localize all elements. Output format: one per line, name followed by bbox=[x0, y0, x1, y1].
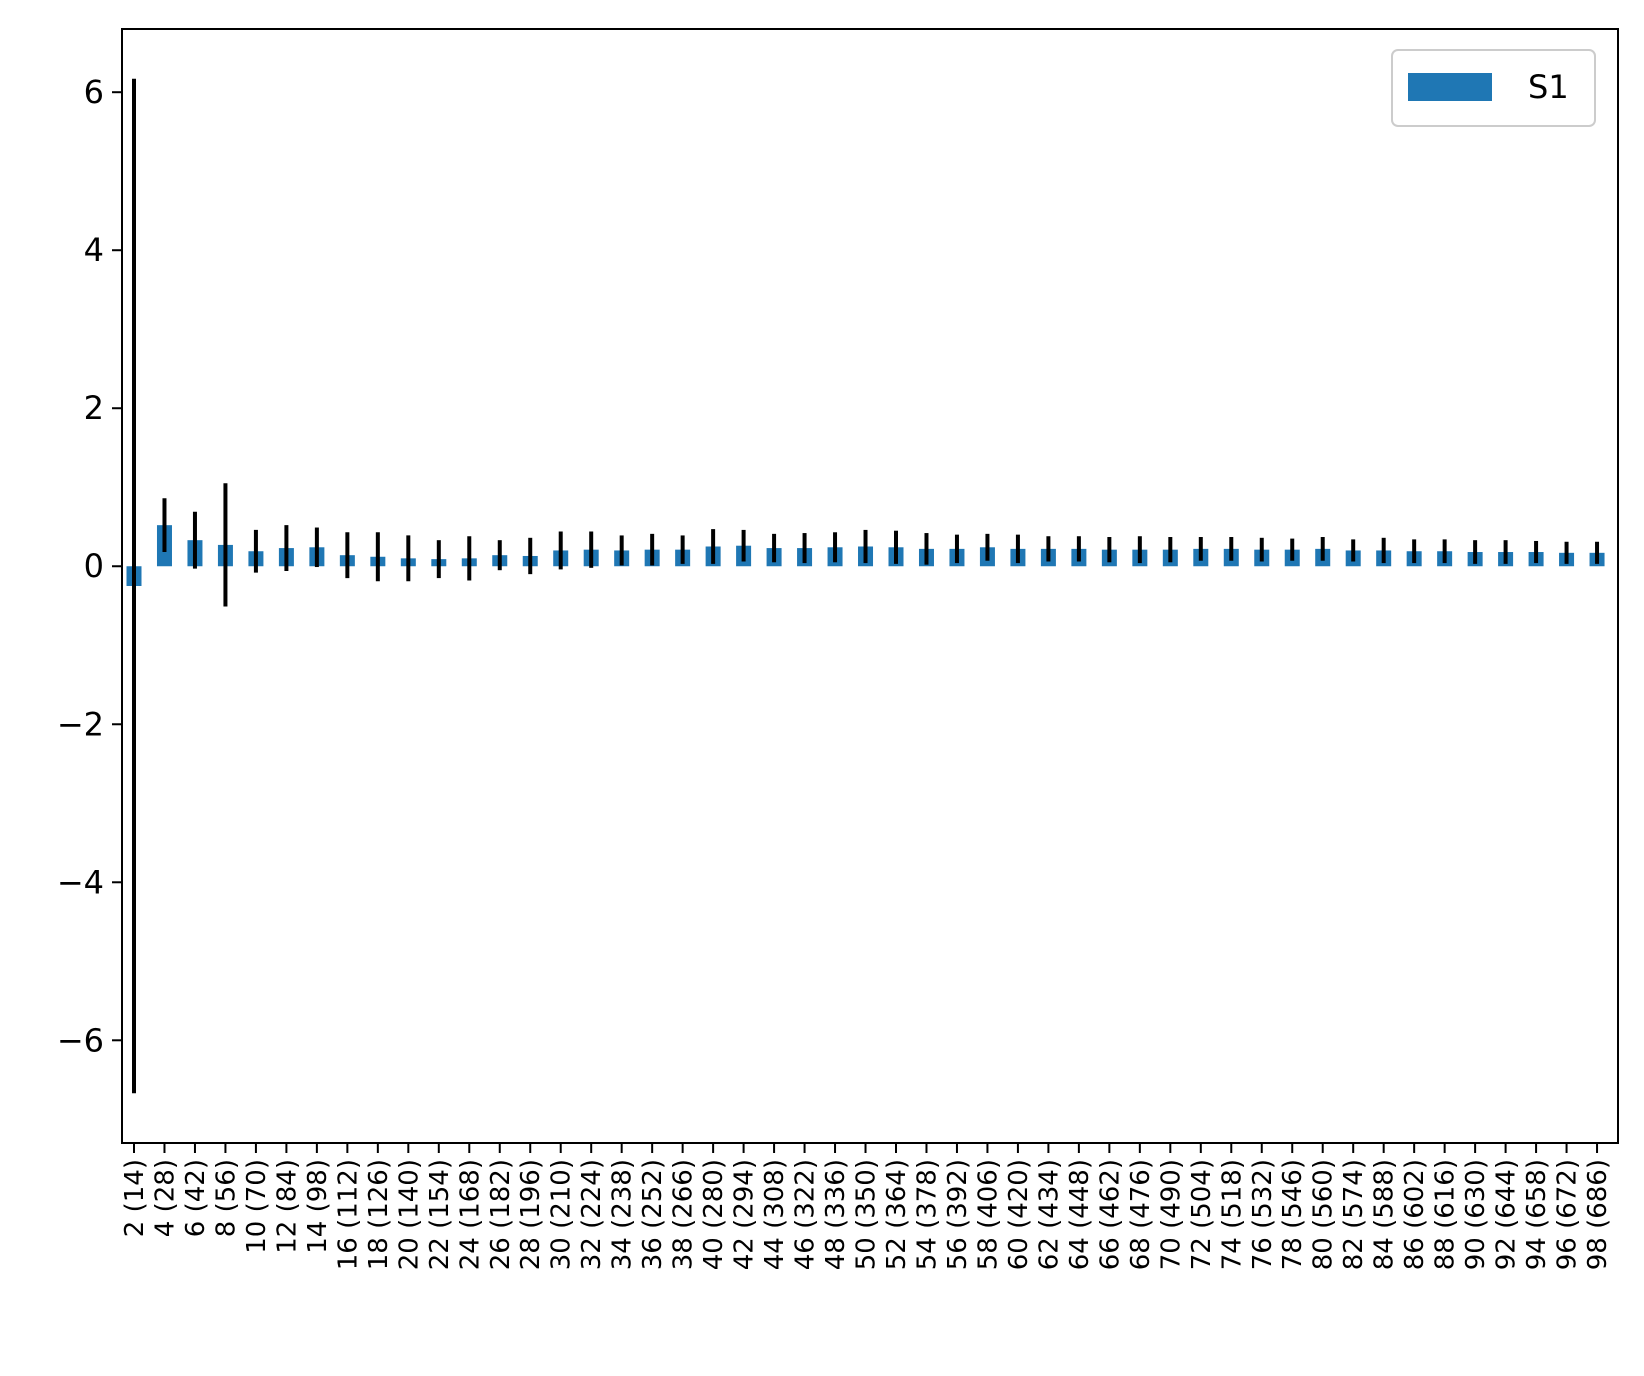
x-tick-label: 78 (546) bbox=[1278, 1159, 1308, 1270]
x-tick-label: 26 (182) bbox=[486, 1159, 516, 1270]
x-tick-label: 82 (574) bbox=[1339, 1159, 1369, 1270]
x-tick-label: 52 (364) bbox=[882, 1159, 912, 1270]
x-tick-label: 10 (70) bbox=[242, 1159, 272, 1254]
x-tick-label: 72 (504) bbox=[1187, 1159, 1217, 1270]
y-tick-label: 2 bbox=[84, 389, 104, 427]
x-tick-label: 94 (658) bbox=[1522, 1159, 1552, 1270]
y-tick-label: −6 bbox=[57, 1021, 104, 1059]
x-tick-label: 46 (322) bbox=[791, 1159, 821, 1270]
x-tick-label: 80 (560) bbox=[1309, 1159, 1339, 1270]
x-tick-label: 88 (616) bbox=[1431, 1159, 1461, 1270]
x-tick-label: 32 (224) bbox=[577, 1159, 607, 1270]
x-tick-label: 64 (448) bbox=[1065, 1159, 1095, 1270]
y-tick-label: 6 bbox=[84, 73, 104, 111]
x-tick-label: 86 (602) bbox=[1400, 1159, 1430, 1270]
x-tick-label: 58 (406) bbox=[973, 1159, 1003, 1270]
x-tick-label: 68 (476) bbox=[1126, 1159, 1156, 1270]
x-tick-label: 42 (294) bbox=[730, 1159, 760, 1270]
x-tick-label: 48 (336) bbox=[821, 1159, 851, 1270]
x-tick-label: 56 (392) bbox=[943, 1159, 973, 1270]
x-tick-label: 4 (28) bbox=[150, 1159, 180, 1237]
y-tick-label: 4 bbox=[84, 231, 104, 269]
x-tick-label: 70 (490) bbox=[1156, 1159, 1186, 1270]
y-tick-label: 0 bbox=[84, 547, 104, 585]
x-tick-label: 18 (126) bbox=[364, 1159, 394, 1270]
x-tick-label: 8 (56) bbox=[211, 1159, 241, 1237]
x-tick-label: 38 (266) bbox=[669, 1159, 699, 1270]
x-tick-label: 44 (308) bbox=[760, 1159, 790, 1270]
legend-box bbox=[1391, 49, 1596, 127]
x-tick-label: 12 (84) bbox=[272, 1159, 302, 1254]
errorbars-layer bbox=[132, 78, 1600, 1094]
x-tick-label: 2 (14) bbox=[120, 1159, 150, 1237]
x-tick-label: 40 (280) bbox=[699, 1159, 729, 1270]
x-tick-label: 34 (238) bbox=[608, 1159, 638, 1270]
x-tick-label: 6 (42) bbox=[181, 1159, 211, 1237]
x-tick-label: 14 (98) bbox=[303, 1159, 333, 1254]
x-tick-label: 50 (350) bbox=[852, 1159, 882, 1270]
x-tick-label: 20 (140) bbox=[394, 1159, 424, 1270]
legend: S1 bbox=[1391, 49, 1596, 127]
x-tick-label: 24 (168) bbox=[455, 1159, 485, 1270]
axes-frame bbox=[121, 28, 1619, 1144]
x-axis: 2 (14) 4 (28) 6 (42) 8 (56) 10 (70) 12 (84) 14… bbox=[120, 1143, 1613, 1270]
y-tick-label: −2 bbox=[57, 705, 104, 743]
x-tick-label: 84 (588) bbox=[1370, 1159, 1400, 1270]
legend-label-s1: S1 bbox=[1528, 68, 1569, 106]
x-tick-label: 36 (252) bbox=[638, 1159, 668, 1270]
x-tick-label: 96 (672) bbox=[1553, 1159, 1583, 1270]
x-tick-label: 92 (644) bbox=[1492, 1159, 1522, 1270]
x-tick-label: 62 (434) bbox=[1034, 1159, 1064, 1270]
x-tick-label: 22 (154) bbox=[425, 1159, 455, 1270]
x-tick-label: 60 (420) bbox=[1004, 1159, 1034, 1270]
legend-swatch-s1 bbox=[1408, 73, 1492, 101]
y-axis: −6 −4 −2 0 2 4 6 bbox=[57, 73, 122, 1059]
x-tick-label: 54 (378) bbox=[912, 1159, 942, 1270]
x-tick-label: 66 (462) bbox=[1095, 1159, 1125, 1270]
x-tick-label: 28 (196) bbox=[516, 1159, 546, 1270]
x-tick-label: 76 (532) bbox=[1248, 1159, 1278, 1270]
x-tick-label: 74 (518) bbox=[1217, 1159, 1247, 1270]
y-tick-label: −4 bbox=[57, 863, 104, 901]
x-tick-label: 16 (112) bbox=[333, 1159, 363, 1270]
x-tick-label: 98 (686) bbox=[1583, 1159, 1613, 1270]
x-tick-label: 90 (630) bbox=[1461, 1159, 1491, 1270]
x-tick-label: 30 (210) bbox=[547, 1159, 577, 1270]
